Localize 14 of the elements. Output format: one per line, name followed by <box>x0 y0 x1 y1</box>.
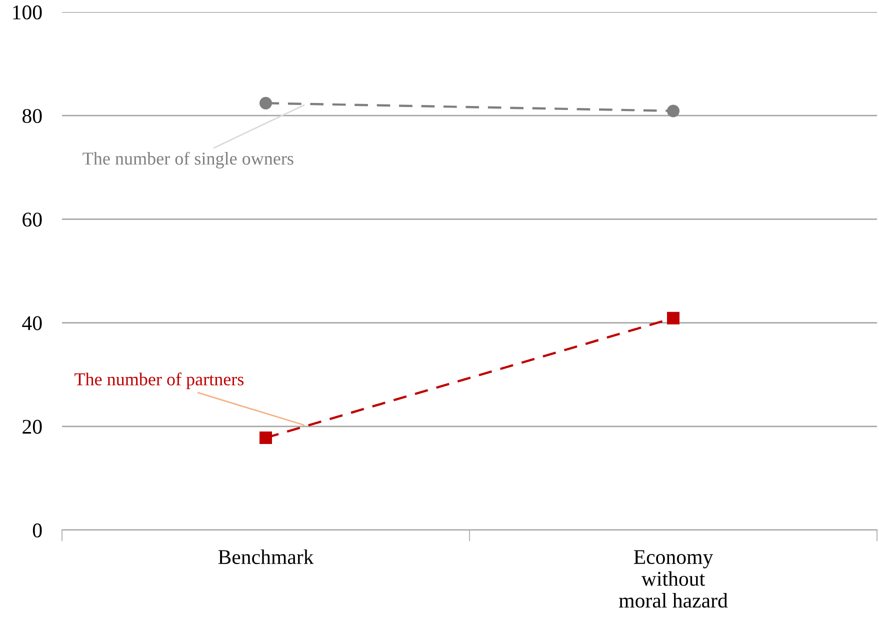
text: The number of single owners <box>82 152 294 168</box>
y-tick-label: 80 <box>22 108 42 124</box>
text: The number of partners <box>74 372 244 390</box>
y-tick-label: 20 <box>22 420 42 434</box>
point <box>260 432 272 444</box>
point <box>260 96 272 110</box>
y-tick-label: 0 <box>32 523 42 538</box>
y-tick-label: 40 <box>22 316 42 330</box>
x-tick-label: Benchmark <box>218 549 314 564</box>
x-tick-label: Economy without moral hazard <box>619 550 728 608</box>
y-tick-label: 60 <box>22 212 42 227</box>
y-tick-label: 100 <box>13 5 42 20</box>
point <box>667 104 680 118</box>
point <box>667 312 680 324</box>
